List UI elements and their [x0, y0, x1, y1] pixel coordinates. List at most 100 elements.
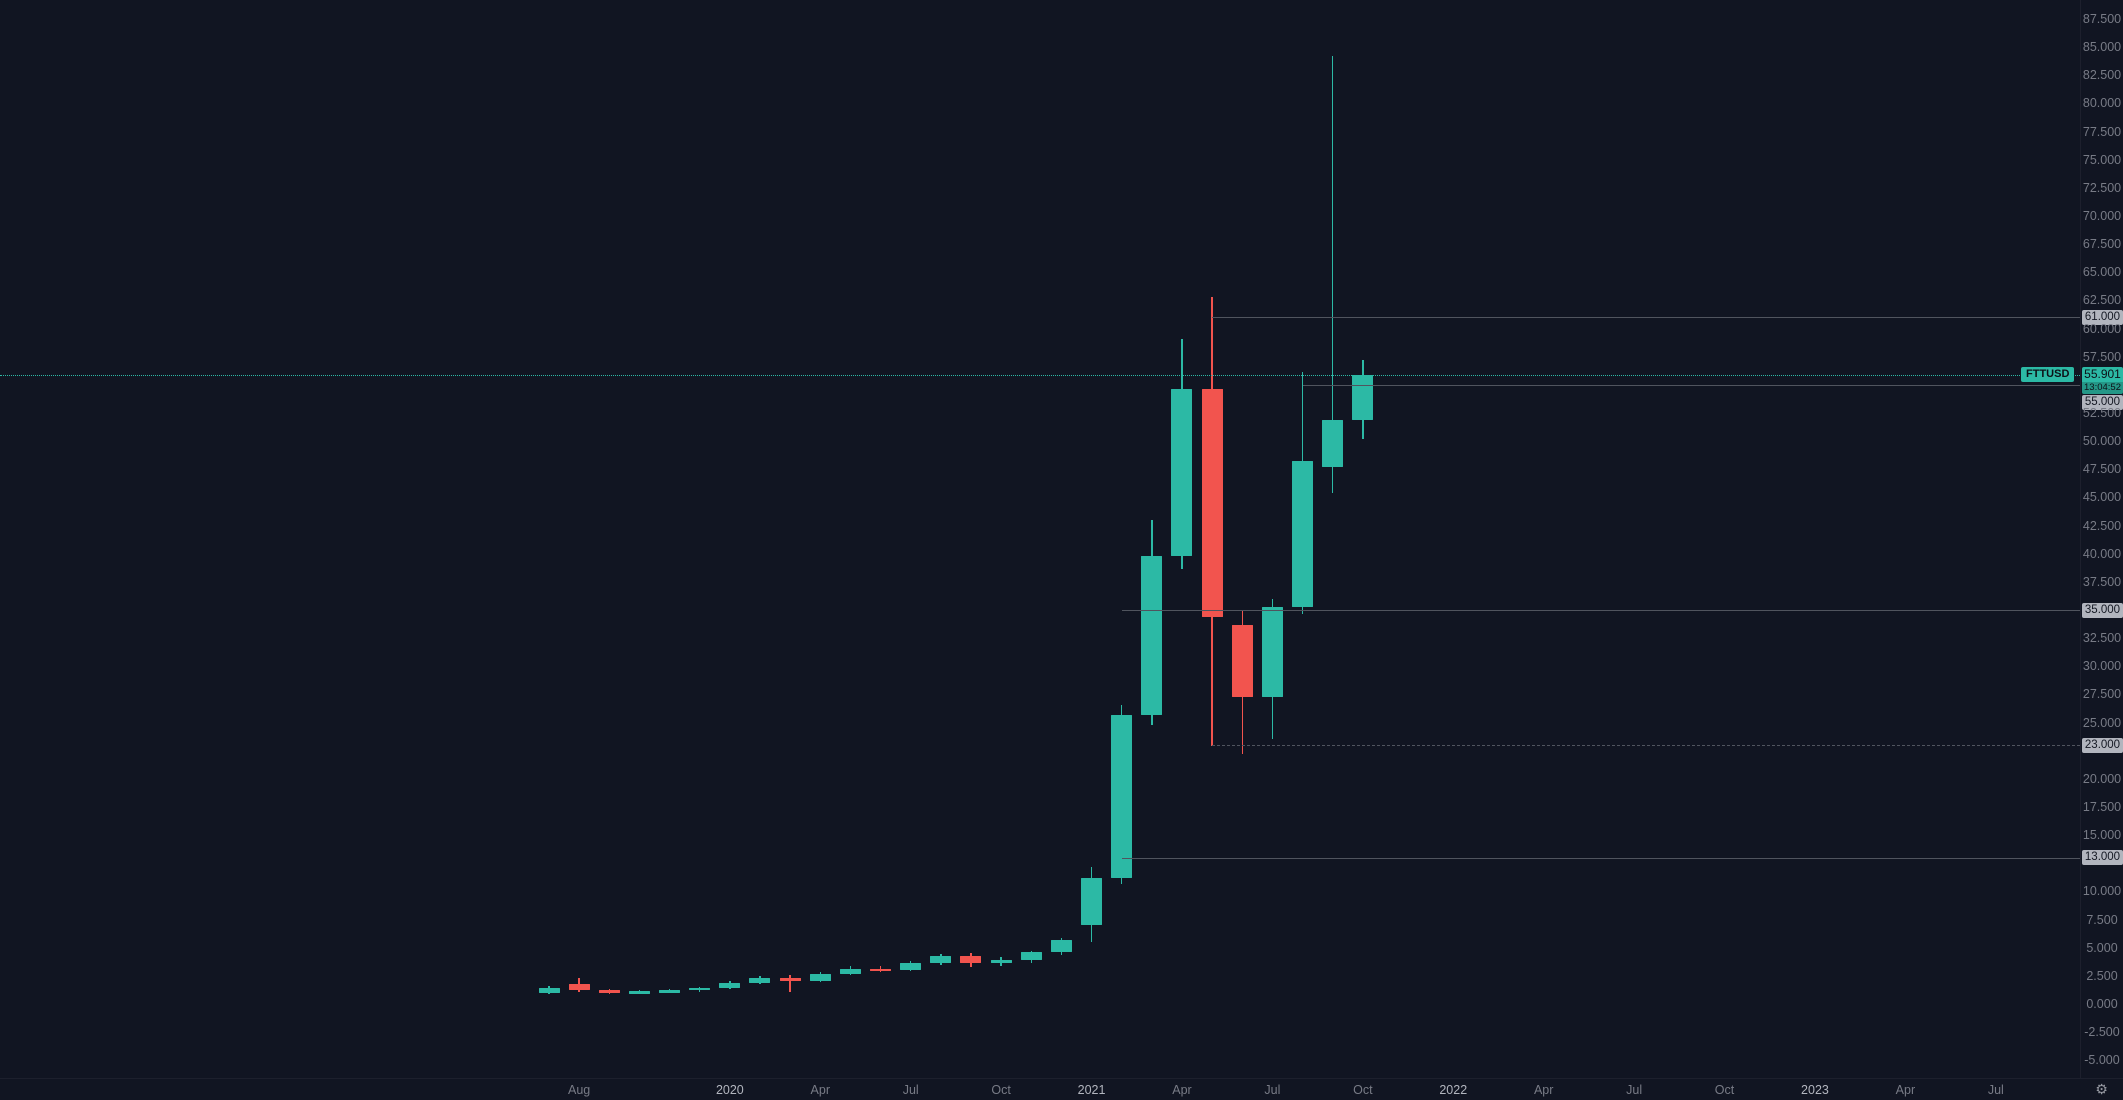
candle-body	[1141, 555, 1163, 715]
price-level-line[interactable]	[1121, 610, 2080, 611]
candle-body	[1322, 419, 1344, 468]
time-axis-label: 2021	[1077, 1083, 1106, 1097]
time-axis-label: Jul	[902, 1083, 919, 1097]
price-tick-label: 47.500	[2082, 462, 2122, 477]
price-tick-label: 10.000	[2082, 884, 2122, 899]
price-tick-label: 25.000	[2082, 715, 2122, 730]
last-price-value: 55.901	[2084, 366, 2121, 381]
candle-body	[598, 990, 620, 993]
price-level-line[interactable]	[1302, 384, 2080, 386]
candle-body	[1081, 877, 1103, 926]
candle-body	[538, 987, 560, 993]
time-axis-label: Apr	[1172, 1083, 1192, 1097]
candle-body	[809, 973, 831, 981]
candle-body	[659, 990, 681, 993]
price-tick-label: -2.500	[2084, 1025, 2120, 1040]
price-tick-label: 75.000	[2082, 152, 2122, 167]
time-axis-label: Oct	[1353, 1083, 1373, 1097]
price-tick-label: 20.000	[2082, 771, 2122, 786]
time-axis-label: Aug	[568, 1083, 591, 1097]
gear-icon[interactable]: ⚙	[2095, 1080, 2108, 1097]
time-axis-label: Apr	[1895, 1083, 1916, 1097]
price-tick-label: 45.000	[2082, 490, 2122, 505]
last-price-badge: 55.901 13:04:52	[2082, 366, 2123, 394]
price-tick-label: 17.500	[2082, 800, 2122, 814]
price-tick-label: 80.000	[2082, 96, 2122, 111]
scale-settings-corner: ⚙	[2080, 1078, 2123, 1100]
candle-body	[628, 991, 650, 994]
price-tick-label: 2.500	[2086, 968, 2118, 983]
candle-wick	[789, 974, 791, 993]
candle-body	[1171, 389, 1193, 556]
time-axis-label: 2022	[1439, 1083, 1468, 1097]
time-axis-label: 2023	[1801, 1083, 1829, 1097]
price-tick-label: 60.000	[2082, 321, 2122, 336]
candle-body	[689, 988, 711, 991]
time-axis-label: Jul	[1626, 1083, 1643, 1097]
price-tick-label: 57.500	[2082, 349, 2122, 364]
price-tick-label: 85.000	[2082, 40, 2122, 55]
price-tick-label: 52.500	[2082, 406, 2122, 420]
price-tick-label: 15.000	[2082, 828, 2122, 843]
candle-body	[568, 984, 590, 991]
price-tick-label: 5.000	[2086, 940, 2118, 955]
price-tick-label: 30.000	[2082, 659, 2122, 674]
candle-body	[960, 956, 982, 963]
price-level-line[interactable]	[1121, 857, 2080, 859]
time-axis-label: Jul	[1264, 1083, 1281, 1097]
price-tick-label: 32.500	[2082, 631, 2122, 646]
time-axis-label: Apr	[810, 1083, 830, 1097]
price-tick-label: 82.500	[2082, 68, 2122, 83]
candle-body	[1111, 714, 1133, 878]
candle-body	[779, 977, 801, 981]
price-tick-label: 37.500	[2082, 574, 2122, 589]
price-level-label: 13.000	[2082, 850, 2123, 866]
candle-body	[1201, 389, 1223, 617]
price-level-label: 61.000	[2082, 309, 2123, 325]
main-chart-pane[interactable]	[0, 0, 2080, 1078]
candle-body	[930, 956, 952, 963]
candle-body	[990, 959, 1012, 963]
candle-body	[1231, 624, 1253, 697]
price-level-label: 23.000	[2082, 737, 2123, 753]
price-level-label: 35.000	[2082, 602, 2123, 618]
candle-body	[1261, 606, 1283, 697]
candle-wick	[1331, 56, 1334, 493]
time-axis[interactable]: Aug 2020 Apr Jul Oct 2021 Apr Jul Oct 2022 Apr Jul O…	[0, 1078, 2123, 1100]
price-axis[interactable]: 55.901 13:04:52 61.000 55.000 35.000 23.000…	[2080, 0, 2123, 1078]
bar-close-countdown: 13:04:52	[2082, 381, 2123, 394]
candle-body	[1020, 952, 1042, 960]
price-tick-label: 42.500	[2082, 518, 2122, 533]
price-level-line[interactable]	[1212, 745, 2080, 747]
price-tick-label: 0.000	[2086, 997, 2118, 1011]
time-axis-label: Jul	[1987, 1083, 2004, 1097]
price-tick-label: 77.500	[2082, 124, 2122, 139]
price-tick-label: 50.000	[2082, 434, 2122, 449]
candle-body	[719, 982, 741, 988]
candle-body	[839, 968, 861, 974]
time-axis-label: Apr	[1533, 1083, 1554, 1097]
time-axis-label: 2020	[715, 1083, 744, 1097]
candle-body	[749, 977, 771, 983]
price-tick-label: 7.500	[2086, 912, 2118, 927]
price-tick-label: 65.000	[2082, 265, 2122, 280]
current-price-line	[0, 374, 2080, 376]
candle-body	[1292, 461, 1314, 607]
price-level-line[interactable]	[1212, 317, 2080, 319]
price-tick-label: -5.000	[2084, 1053, 2120, 1068]
candle-body	[900, 962, 922, 971]
candle-body	[1050, 940, 1072, 953]
symbol-price-label: FTTUSD	[2021, 367, 2075, 383]
price-tick-label: 27.500	[2082, 687, 2122, 702]
candle-body	[1352, 374, 1374, 420]
time-axis-label: Oct	[991, 1083, 1011, 1097]
price-tick-label: 87.500	[2082, 12, 2122, 26]
price-tick-label: 67.500	[2082, 237, 2122, 252]
price-tick-label: 40.000	[2082, 546, 2122, 561]
price-tick-label: 72.500	[2082, 180, 2122, 195]
price-tick-label: 70.000	[2082, 209, 2122, 223]
time-axis-label: Oct	[1714, 1083, 1735, 1097]
price-tick-label: 62.500	[2082, 293, 2122, 308]
price-level-label: 55.000	[2082, 395, 2123, 411]
